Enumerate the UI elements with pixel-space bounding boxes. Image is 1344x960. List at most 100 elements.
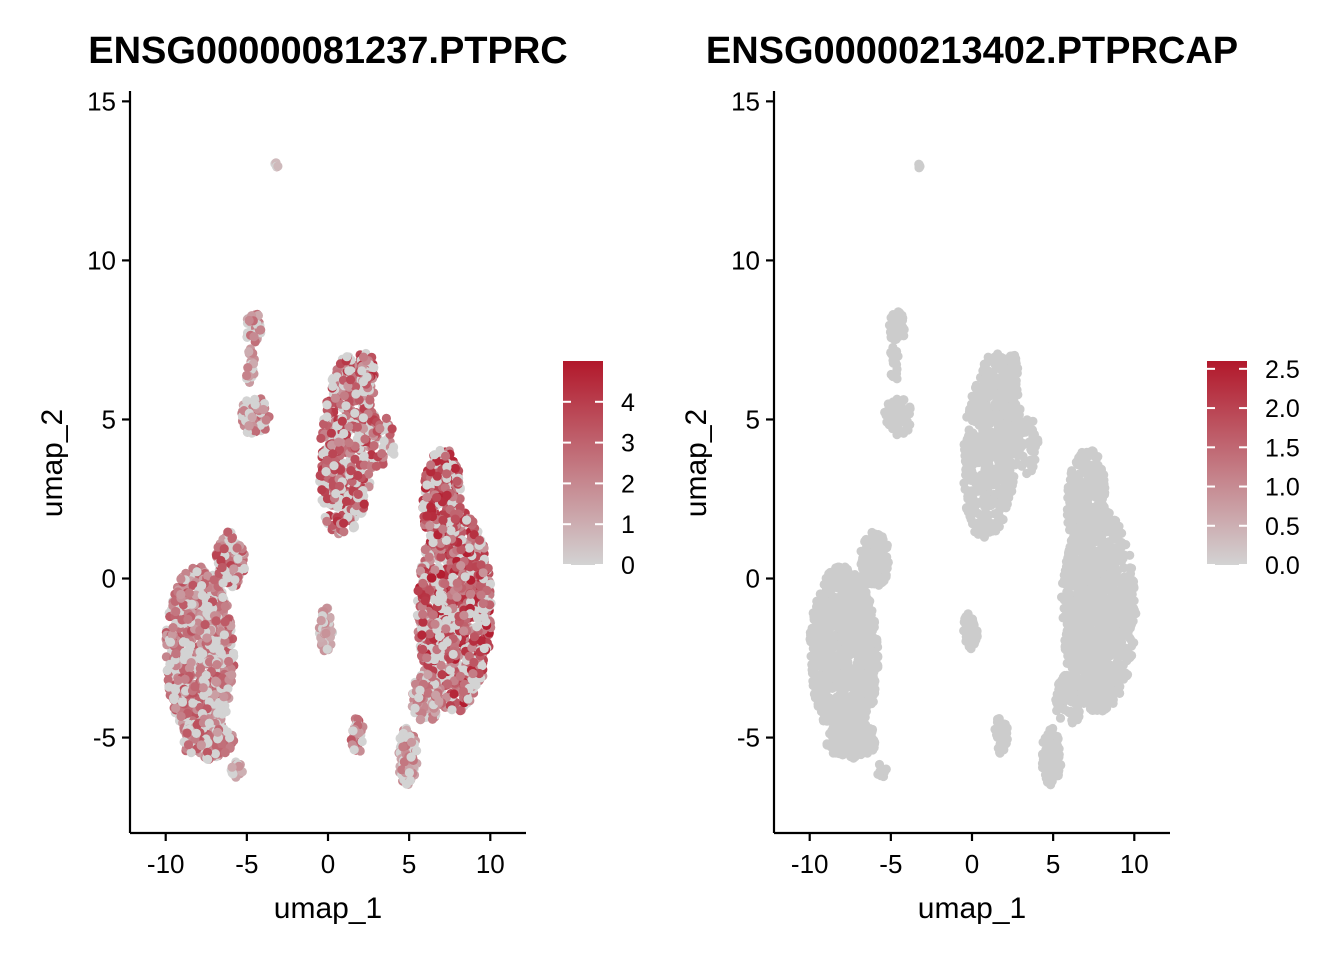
- cell-point: [229, 564, 239, 574]
- cell-point: [339, 428, 349, 439]
- cell-point: [836, 657, 846, 667]
- cell-point: [450, 514, 460, 524]
- cell-point: [345, 375, 356, 385]
- cell-point: [222, 572, 232, 582]
- cell-point: [322, 644, 332, 654]
- cell-point: [210, 749, 220, 759]
- cell-point: [247, 412, 257, 422]
- cell-point: [865, 724, 875, 734]
- ptprc-colorbar-label: 2: [621, 470, 635, 498]
- cell-point: [369, 441, 379, 451]
- cell-point: [851, 644, 861, 654]
- cell-point: [358, 352, 369, 362]
- cell-point: [341, 496, 352, 506]
- cell-point: [476, 560, 486, 570]
- cell-point: [813, 678, 823, 688]
- ptprc-y-tick-label: 15: [87, 86, 116, 116]
- cell-point: [813, 699, 823, 709]
- cell-point: [198, 675, 208, 685]
- cell-point: [842, 571, 852, 581]
- cell-point: [425, 586, 435, 596]
- cell-point: [871, 565, 881, 575]
- cell-point: [420, 544, 430, 555]
- ptprc-x-tick-label: 5: [402, 849, 416, 879]
- ptprc-plot-title: ENSG00000081237.PTPRC: [88, 30, 568, 72]
- cell-point: [350, 408, 360, 418]
- cell-point: [331, 489, 341, 499]
- cell-point: [333, 437, 344, 447]
- cell-point: [187, 599, 197, 609]
- cell-point: [162, 665, 172, 676]
- cell-point: [440, 451, 451, 461]
- cell-point: [188, 580, 198, 591]
- cell-point: [415, 685, 425, 695]
- cell-point: [478, 568, 488, 578]
- ptprcap-plot-title: ENSG00000213402.PTPRCAP: [706, 30, 1238, 72]
- cell-point: [963, 431, 974, 441]
- cell-point: [195, 664, 205, 674]
- cell-point: [178, 637, 188, 647]
- cell-point: [809, 612, 819, 622]
- cell-point: [859, 685, 870, 695]
- cell-point: [418, 644, 428, 655]
- cell-point: [217, 562, 227, 573]
- cell-point: [401, 779, 412, 789]
- cell-point: [869, 531, 880, 541]
- cell-point: [190, 682, 200, 692]
- cell-point: [365, 395, 375, 405]
- cell-point: [422, 653, 432, 663]
- cell-point: [364, 469, 374, 479]
- cell-point: [204, 657, 215, 667]
- cell-point: [234, 761, 244, 772]
- cell-point: [475, 581, 485, 591]
- cell-point: [227, 762, 237, 772]
- cell-point: [823, 695, 833, 706]
- cell-point: [242, 396, 252, 406]
- cell-point: [184, 588, 194, 598]
- cell-point: [441, 624, 451, 634]
- cell-point: [360, 434, 370, 444]
- cell-point: [218, 592, 228, 603]
- cell-point: [452, 578, 462, 588]
- cell-point: [170, 685, 181, 695]
- cell-point: [200, 620, 210, 630]
- cell-point: [369, 363, 379, 373]
- cell-point: [828, 577, 838, 587]
- cell-point: [261, 415, 271, 425]
- ptprc-x-tick-label: -5: [235, 849, 258, 879]
- cell-point: [344, 422, 354, 432]
- cell-point: [347, 476, 357, 487]
- cell-point: [455, 706, 465, 716]
- cell-point: [839, 613, 849, 623]
- cell-point: [195, 654, 205, 664]
- ptprc-y-tick-label: -5: [93, 723, 116, 753]
- cell-point: [852, 740, 862, 751]
- cell-point: [436, 552, 446, 562]
- ptprc-colorbar-label: 0: [621, 552, 635, 580]
- cell-point: [809, 637, 819, 647]
- cell-point: [452, 476, 462, 486]
- cell-point: [870, 664, 880, 674]
- cell-point: [316, 615, 326, 626]
- cell-point: [349, 521, 359, 531]
- cell-point: [425, 521, 435, 531]
- cell-point: [329, 461, 339, 471]
- cell-point: [459, 626, 469, 636]
- cell-point: [438, 524, 448, 534]
- cell-point: [823, 607, 833, 617]
- cell-point: [225, 733, 235, 743]
- cell-point: [203, 601, 213, 612]
- cell-point: [273, 161, 283, 171]
- cell-point: [809, 689, 820, 699]
- cell-point: [362, 372, 372, 382]
- cell-point: [230, 575, 240, 585]
- cell-point: [210, 690, 220, 700]
- cell-point: [171, 606, 181, 617]
- cell-point: [855, 661, 865, 671]
- cell-point: [864, 693, 874, 703]
- cell-point: [211, 676, 221, 686]
- cell-point: [959, 478, 969, 488]
- cell-point: [171, 703, 181, 713]
- cell-point: [177, 697, 188, 707]
- cell-point: [228, 769, 238, 779]
